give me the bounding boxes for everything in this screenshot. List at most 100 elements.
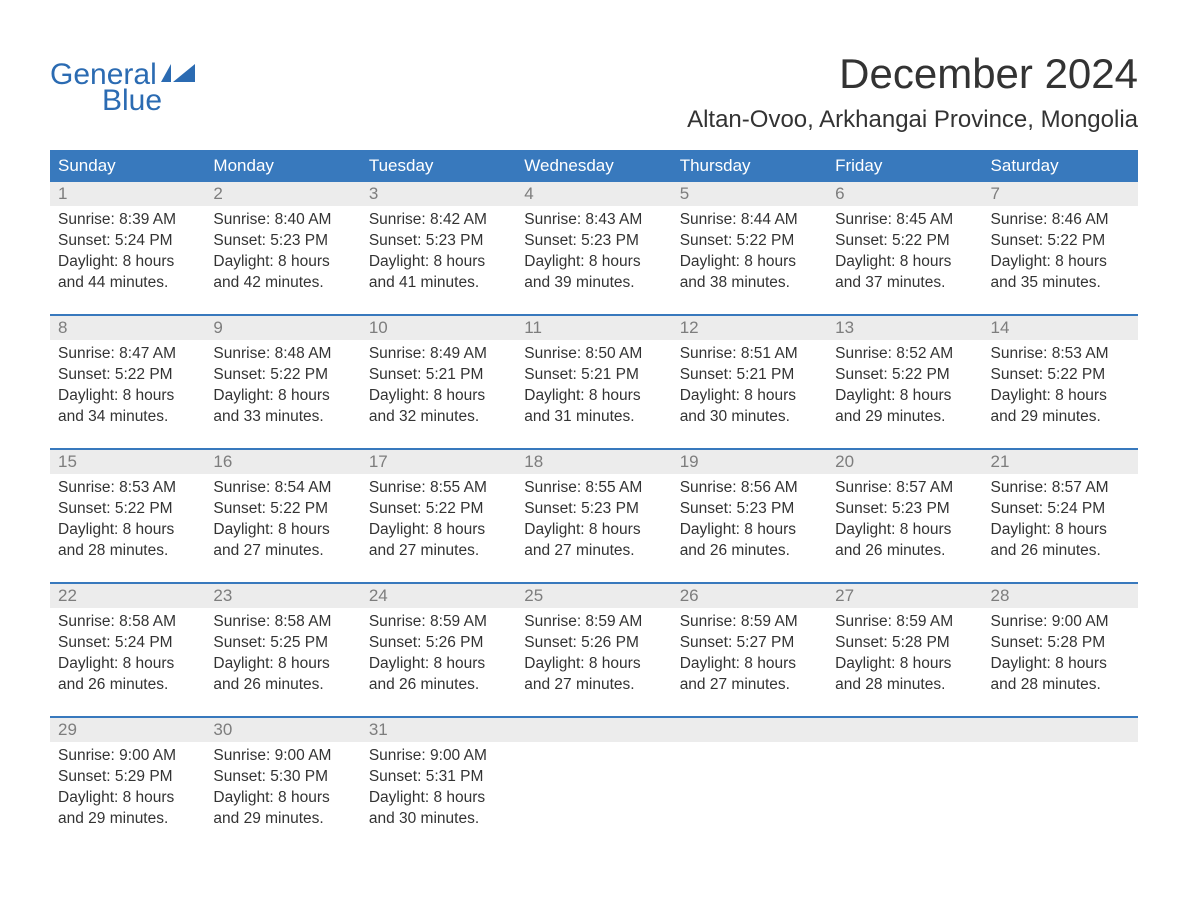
daylight-label: Daylight: 8 hours and 38 minutes.	[680, 252, 819, 294]
day-number	[672, 718, 827, 742]
sunrise-label: Sunrise: 8:52 AM	[835, 344, 974, 365]
day-number: 31	[361, 718, 516, 742]
day-number: 30	[205, 718, 360, 742]
sunset-label: Sunset: 5:22 PM	[369, 499, 508, 520]
day-number: 24	[361, 584, 516, 608]
day-cell: Sunrise: 9:00 AMSunset: 5:29 PMDaylight:…	[50, 742, 205, 850]
header: General Blue December 2024 Altan-Ovoo, A…	[50, 50, 1138, 134]
sunrise-label: Sunrise: 8:40 AM	[213, 210, 352, 231]
day-number-row: 1234567	[50, 182, 1138, 206]
day-number: 17	[361, 450, 516, 474]
sunset-label: Sunset: 5:31 PM	[369, 767, 508, 788]
sunrise-label: Sunrise: 8:42 AM	[369, 210, 508, 231]
sunset-label: Sunset: 5:26 PM	[524, 633, 663, 654]
daylight-label: Daylight: 8 hours and 30 minutes.	[680, 386, 819, 428]
day-number: 23	[205, 584, 360, 608]
day-cell	[983, 742, 1138, 850]
weekday-header: Wednesday	[516, 150, 671, 182]
day-cell: Sunrise: 8:49 AMSunset: 5:21 PMDaylight:…	[361, 340, 516, 448]
day-number: 6	[827, 182, 982, 206]
week-row: 15161718192021Sunrise: 8:53 AMSunset: 5:…	[50, 448, 1138, 582]
sunrise-label: Sunrise: 8:46 AM	[991, 210, 1130, 231]
day-number-row: 293031	[50, 718, 1138, 742]
sunset-label: Sunset: 5:26 PM	[369, 633, 508, 654]
weekday-header: Saturday	[983, 150, 1138, 182]
day-number	[983, 718, 1138, 742]
sunrise-label: Sunrise: 9:00 AM	[58, 746, 197, 767]
day-cell: Sunrise: 9:00 AMSunset: 5:28 PMDaylight:…	[983, 608, 1138, 716]
day-cell: Sunrise: 8:53 AMSunset: 5:22 PMDaylight:…	[983, 340, 1138, 448]
daylight-label: Daylight: 8 hours and 30 minutes.	[369, 788, 508, 830]
daylight-label: Daylight: 8 hours and 26 minutes.	[680, 520, 819, 562]
sunset-label: Sunset: 5:24 PM	[58, 231, 197, 252]
daylight-label: Daylight: 8 hours and 27 minutes.	[369, 520, 508, 562]
sunset-label: Sunset: 5:21 PM	[369, 365, 508, 386]
sunrise-label: Sunrise: 8:57 AM	[991, 478, 1130, 499]
day-content-row: Sunrise: 8:39 AMSunset: 5:24 PM Daylight:…	[50, 206, 1138, 314]
day-cell: Sunrise: 8:40 AMSunset: 5:23 PMDaylight:…	[205, 206, 360, 314]
day-number	[516, 718, 671, 742]
sunrise-label: Sunrise: 8:45 AM	[835, 210, 974, 231]
sunrise-label: Sunrise: 8:39 AM	[58, 210, 197, 231]
sunrise-label: Sunrise: 8:56 AM	[680, 478, 819, 499]
day-number: 14	[983, 316, 1138, 340]
day-cell	[672, 742, 827, 850]
sunset-label: Sunset: 5:23 PM	[680, 499, 819, 520]
sunrise-label: Sunrise: 8:55 AM	[524, 478, 663, 499]
day-cell: Sunrise: 8:52 AMSunset: 5:22 PMDaylight:…	[827, 340, 982, 448]
day-cell: Sunrise: 8:48 AMSunset: 5:22 PMDaylight:…	[205, 340, 360, 448]
weekday-header: Sunday	[50, 150, 205, 182]
sunrise-label: Sunrise: 8:54 AM	[213, 478, 352, 499]
daylight-label: Daylight: 8 hours and 26 minutes.	[213, 654, 352, 696]
daylight-label: Daylight: 8 hours and 26 minutes.	[369, 654, 508, 696]
daylight-label: Daylight: 8 hours and 33 minutes.	[213, 386, 352, 428]
sunset-label: Sunset: 5:27 PM	[680, 633, 819, 654]
day-content-row: Sunrise: 8:53 AMSunset: 5:22 PMDaylight:…	[50, 474, 1138, 582]
sunrise-label: Sunrise: 9:00 AM	[369, 746, 508, 767]
daylight-label: Daylight: 8 hours and 27 minutes.	[524, 654, 663, 696]
day-cell: Sunrise: 8:45 AMSunset: 5:22 PMDaylight:…	[827, 206, 982, 314]
day-number	[827, 718, 982, 742]
location-label: Altan-Ovoo, Arkhangai Province, Mongolia	[687, 106, 1138, 134]
sunset-label: Sunset: 5:22 PM	[991, 365, 1130, 386]
sunset-label: Sunset: 5:23 PM	[835, 499, 974, 520]
daylight-label: Daylight: 8 hours and 28 minutes.	[991, 654, 1130, 696]
day-number: 7	[983, 182, 1138, 206]
day-number: 29	[50, 718, 205, 742]
day-cell: Sunrise: 8:54 AMSunset: 5:22 PMDaylight:…	[205, 474, 360, 582]
sunrise-label: Sunrise: 9:00 AM	[991, 612, 1130, 633]
day-cell: Sunrise: 8:39 AMSunset: 5:24 PMDaylight:…	[50, 206, 205, 314]
sunset-label: Sunset: 5:23 PM	[369, 231, 508, 252]
day-cell: Sunrise: 8:55 AMSunset: 5:22 PMDaylight:…	[361, 474, 516, 582]
sunrise-label: Sunrise: 8:58 AM	[213, 612, 352, 633]
flag-icon	[161, 64, 195, 89]
daylight-label: Daylight: 8 hours and 27 minutes.	[213, 520, 352, 562]
sunrise-label: Sunrise: 8:57 AM	[835, 478, 974, 499]
sunrise-label: Sunrise: 8:51 AM	[680, 344, 819, 365]
daylight-label: Daylight: 8 hours and 28 minutes.	[58, 520, 197, 562]
sunrise-label: Sunrise: 8:59 AM	[524, 612, 663, 633]
day-number: 5	[672, 182, 827, 206]
day-number-row: 15161718192021	[50, 450, 1138, 474]
weekday-header-row: Sunday Monday Tuesday Wednesday Thursday…	[50, 150, 1138, 182]
sunrise-label: Sunrise: 8:59 AM	[835, 612, 974, 633]
daylight-label: Daylight: 8 hours and 32 minutes.	[369, 386, 508, 428]
daylight-label: Daylight: 8 hours and 27 minutes.	[680, 654, 819, 696]
sunrise-label: Sunrise: 8:49 AM	[369, 344, 508, 365]
day-number: 19	[672, 450, 827, 474]
day-content-row: Sunrise: 9:00 AMSunset: 5:29 PMDaylight:…	[50, 742, 1138, 850]
sunset-label: Sunset: 5:23 PM	[213, 231, 352, 252]
daylight-label: Daylight: 8 hours and 26 minutes.	[835, 520, 974, 562]
day-number: 10	[361, 316, 516, 340]
day-number: 11	[516, 316, 671, 340]
weekday-header: Thursday	[672, 150, 827, 182]
week-row: 1234567 Sunrise: 8:39 AMSunset: 5:24 PM Da…	[50, 182, 1138, 314]
sunset-label: Sunset: 5:22 PM	[991, 231, 1130, 252]
day-number: 16	[205, 450, 360, 474]
sunset-label: Sunset: 5:28 PM	[991, 633, 1130, 654]
sunrise-label: Sunrise: 8:53 AM	[991, 344, 1130, 365]
daylight-label: Daylight: 8 hours and 29 minutes.	[835, 386, 974, 428]
sunrise-label: Sunrise: 8:55 AM	[369, 478, 508, 499]
sunrise-label: Sunrise: 8:50 AM	[524, 344, 663, 365]
day-content-row: Sunrise: 8:47 AMSunset: 5:22 PMDaylight:…	[50, 340, 1138, 448]
